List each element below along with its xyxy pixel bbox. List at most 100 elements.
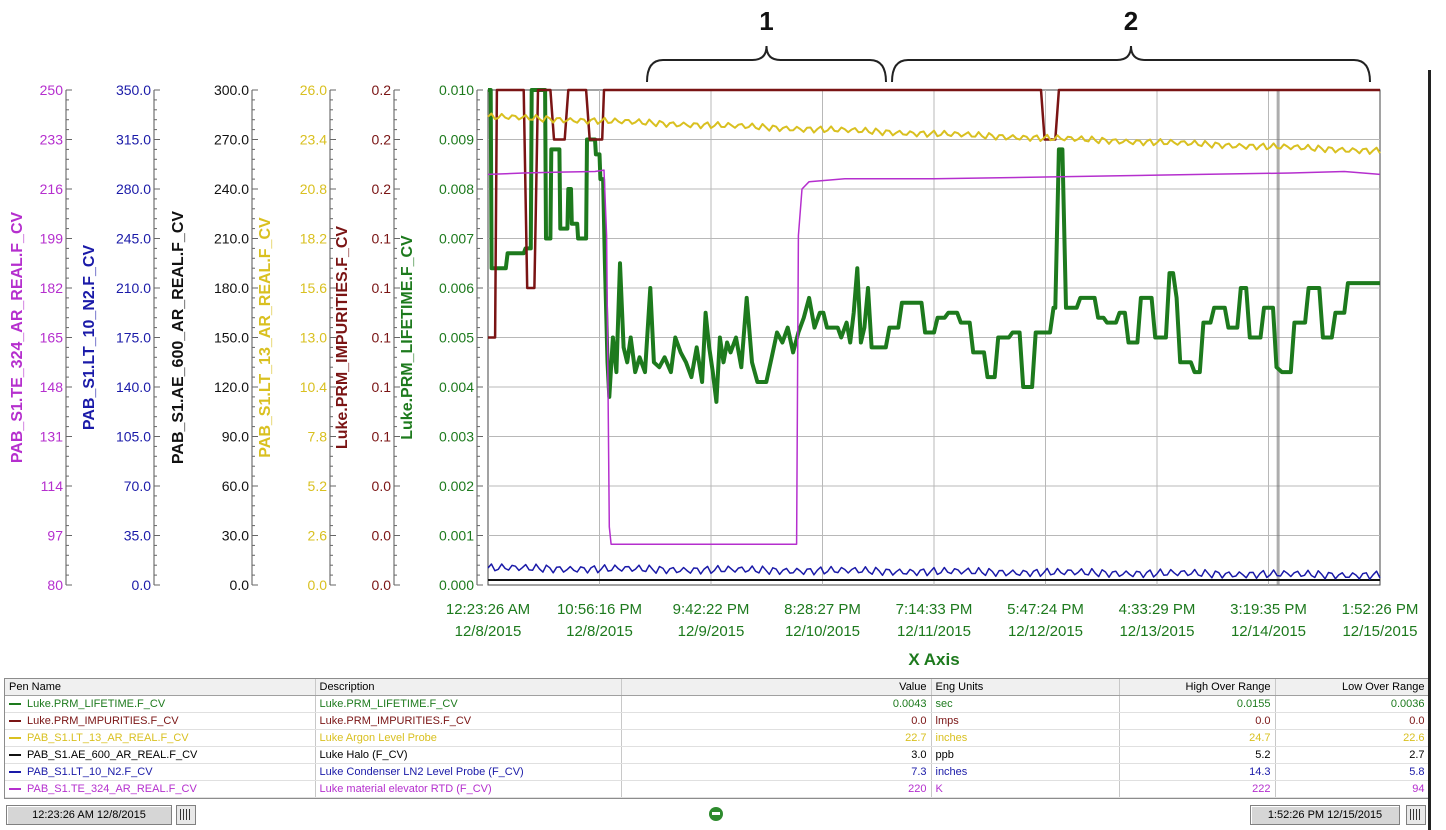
x-tick-time: 5:47:24 PM [1007, 601, 1084, 618]
units-cell: K [931, 780, 1120, 798]
y-tick-label: 150.0 [214, 330, 249, 346]
legend-row[interactable]: PAB_S1.TE_324_AR_REAL.F_CV Luke material … [5, 780, 1430, 798]
pen-color-swatch [9, 754, 21, 757]
y-tick-label: 0.003 [439, 429, 474, 445]
y-tick-label: 97 [47, 528, 63, 544]
col-pen-name[interactable]: Pen Name [5, 679, 316, 696]
description-cell: Luke.PRM_LIFETIME.F_CV [315, 695, 622, 713]
x-tick-date: 12/15/2015 [1342, 623, 1417, 640]
y-tick-label: 0.010 [439, 82, 474, 98]
legend-row[interactable]: Luke.PRM_IMPURITIES.F_CV Luke.PRM_IMPURIT… [5, 712, 1430, 730]
series-line-luke-prm-impurities-f-cv [488, 88, 1380, 339]
y-tick-label: 60.0 [222, 478, 249, 494]
x-tick-time: 1:52:26 PM [1342, 601, 1419, 618]
units-cell: inches [931, 763, 1120, 781]
y-tick-label: 7.8 [308, 429, 328, 445]
end-time-box[interactable]: 1:52:26 PM 12/15/2015 [1250, 805, 1400, 825]
y-tick-label: 0.1 [372, 330, 392, 346]
annotation-label: 1 [759, 6, 773, 36]
x-tick-time: 9:42:22 PM [673, 601, 750, 618]
col-value[interactable]: Value [621, 679, 932, 696]
y-tick-label: 105.0 [116, 429, 151, 445]
y-tick-label: 0.0 [230, 577, 250, 593]
y-tick-label: 0.007 [439, 231, 474, 247]
x-tick-date: 12/8/2015 [566, 623, 633, 640]
y-tick-label: 70.0 [124, 478, 151, 494]
series-line-luke-prm-lifetime-f-cv [488, 88, 1380, 404]
series-line-pab-s1-te-324-ar-real-f-cv [487, 169, 1381, 545]
y-tick-label: 0.0 [372, 528, 392, 544]
low-over-range-cell: 22.6 [1275, 729, 1430, 747]
annotation-bracket [891, 45, 1371, 83]
end-calendar-icon[interactable] [1406, 805, 1426, 825]
y-tick-label: 2.6 [308, 528, 328, 544]
col-high-over-range[interactable]: High Over Range [1119, 679, 1276, 696]
pen-name-text: Luke.PRM_LIFETIME.F_CV [27, 698, 166, 710]
y-tick-label: 270.0 [214, 132, 249, 148]
annotation-bracket [646, 45, 887, 83]
value-cell: 7.3 [621, 763, 932, 781]
y-tick-label: 80 [47, 577, 63, 593]
value-cell: 0.0043 [621, 695, 932, 713]
y-tick-label: 216 [40, 181, 64, 197]
y-tick-label: 23.4 [300, 132, 327, 148]
y-tick-label: 15.6 [300, 280, 327, 296]
pen-color-swatch [9, 771, 21, 774]
high-over-range-cell: 0.0155 [1119, 695, 1276, 713]
legend-row[interactable]: PAB_S1.LT_10_N2.F_CV Luke Condenser LN2 L… [5, 763, 1430, 781]
high-over-range-cell: 0.0 [1119, 712, 1276, 730]
x-tick-date: 12/14/2015 [1231, 623, 1306, 640]
y-tick-label: 199 [40, 231, 64, 247]
y-tick-label: 0.0 [308, 577, 328, 593]
low-over-range-cell: 5.8 [1275, 763, 1430, 781]
description-cell: Luke Halo (F_CV) [315, 746, 622, 764]
pen-name-text: PAB_S1.LT_13_AR_REAL.F_CV [27, 732, 189, 744]
y-tick-label: 0.006 [439, 280, 474, 296]
units-cell: lmps [931, 712, 1120, 730]
legend-row[interactable]: PAB_S1.LT_13_AR_REAL.F_CV Luke Argon Leve… [5, 729, 1430, 747]
y-tick-label: 250 [40, 82, 64, 98]
y-axis-title: PAB_S1.LT_13_AR_REAL.F_CV [257, 217, 274, 458]
y-axis-title: PAB_S1.AE_600_AR_REAL.F_CV [170, 211, 187, 464]
pen-color-swatch [9, 720, 21, 723]
y-axis-title: Luke.PRM_IMPURITIES.F_CV [334, 226, 351, 449]
y-tick-label: 30.0 [222, 528, 249, 544]
start-calendar-icon[interactable] [176, 805, 196, 825]
refresh-icon[interactable] [706, 805, 726, 823]
x-tick-time: 8:28:27 PM [784, 601, 861, 618]
col-low-over-range[interactable]: Low Over Range [1275, 679, 1430, 696]
legend-row[interactable]: Luke.PRM_LIFETIME.F_CV Luke.PRM_LIFETIME.… [5, 695, 1430, 713]
value-cell: 0.0 [621, 712, 932, 730]
legend-header-row: Pen Name Description Value Eng Units Hig… [5, 679, 1430, 696]
y-tick-label: 180.0 [214, 280, 249, 296]
y-tick-label: 350.0 [116, 82, 151, 98]
y-tick-label: 140.0 [116, 379, 151, 395]
pen-name-cell: Luke.PRM_IMPURITIES.F_CV [5, 712, 316, 730]
y-tick-label: 0.2 [372, 181, 392, 197]
y-tick-label: 245.0 [116, 231, 151, 247]
pen-name-text: PAB_S1.TE_324_AR_REAL.F_CV [27, 783, 197, 795]
pen-name-cell: PAB_S1.LT_13_AR_REAL.F_CV [5, 729, 316, 747]
y-tick-label: 0.1 [372, 280, 392, 296]
y-tick-label: 13.0 [300, 330, 327, 346]
y-tick-label: 240.0 [214, 181, 249, 197]
legend-row[interactable]: PAB_S1.AE_600_AR_REAL.F_CV Luke Halo (F_C… [5, 746, 1430, 764]
y-tick-label: 0.002 [439, 478, 474, 494]
units-cell: inches [931, 729, 1120, 747]
low-over-range-cell: 0.0036 [1275, 695, 1430, 713]
start-time-box[interactable]: 12:23:26 AM 12/8/2015 [6, 805, 172, 825]
series-line-pab-s1-lt-10-n2-f-cv [487, 563, 1381, 580]
description-cell: Luke Condenser LN2 Level Probe (F_CV) [315, 763, 622, 781]
y-tick-label: 0.2 [372, 82, 392, 98]
col-eng-units[interactable]: Eng Units [931, 679, 1120, 696]
col-description[interactable]: Description [315, 679, 622, 696]
y-tick-label: 131 [40, 429, 64, 445]
y-tick-label: 90.0 [222, 429, 249, 445]
y-tick-label: 0.2 [372, 132, 392, 148]
y-tick-label: 0.001 [439, 528, 474, 544]
y-tick-label: 0.1 [372, 379, 392, 395]
y-tick-label: 315.0 [116, 132, 151, 148]
x-tick-time: 10:56:16 PM [557, 601, 642, 618]
pen-name-cell: PAB_S1.AE_600_AR_REAL.F_CV [5, 746, 316, 764]
pen-color-swatch [9, 737, 21, 740]
